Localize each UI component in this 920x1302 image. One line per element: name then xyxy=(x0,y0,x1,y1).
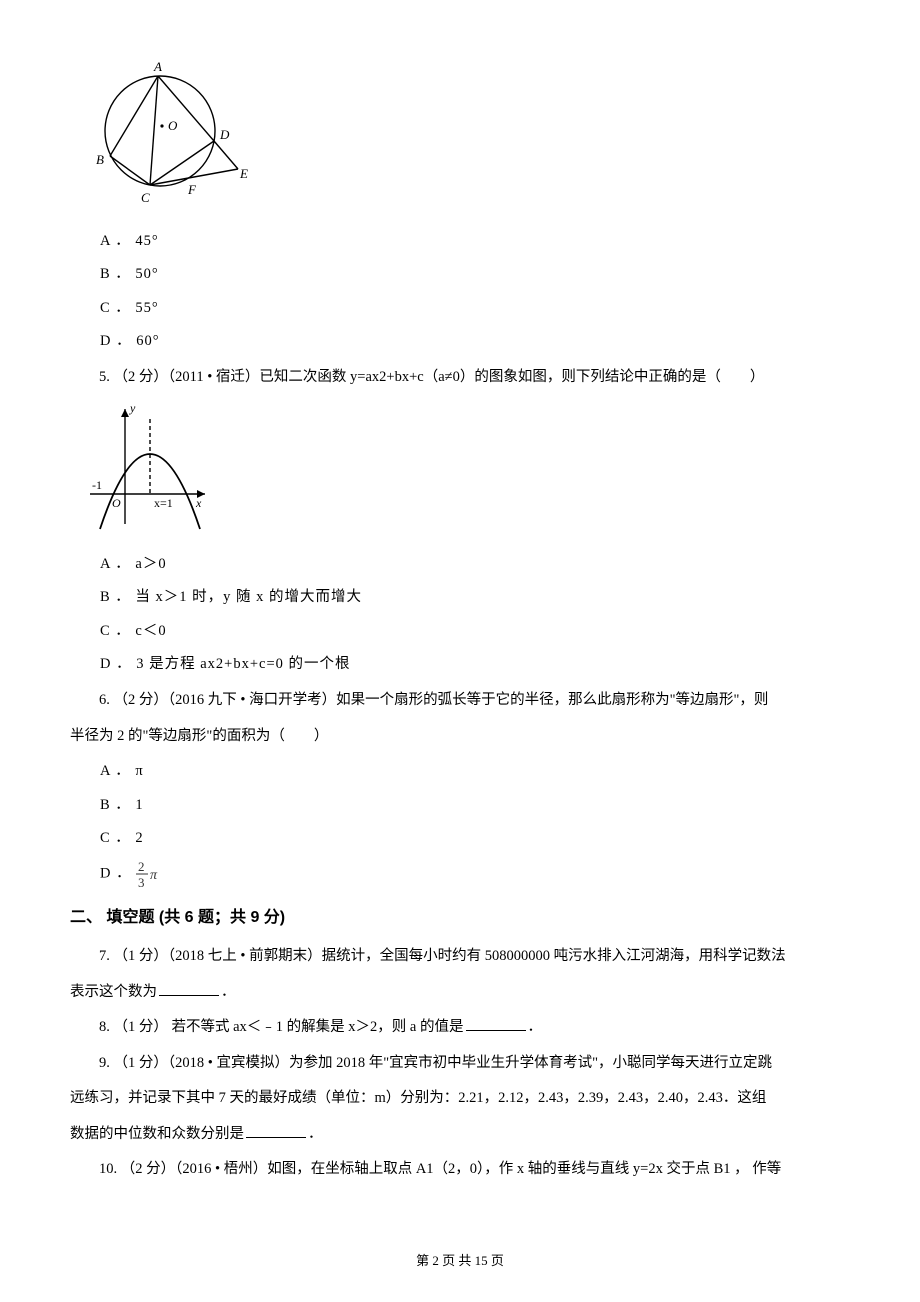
q6-option-D: D ． 2 3 π xyxy=(100,859,850,889)
q5-option-A: A ． a＞0 xyxy=(100,551,850,579)
q5-figure: y x O -1 x=1 xyxy=(80,399,850,545)
label-O: O xyxy=(168,118,178,133)
page-root: { "fig1": { "labels": { "A": "A", "B": "… xyxy=(0,0,920,1302)
q7-line2: 表示这个数为 ． xyxy=(70,979,850,1007)
q6-option-B: B ． 1 xyxy=(100,792,850,820)
section-2-header: 二、 填空题 (共 6 题；共 9 分) xyxy=(70,903,850,933)
frac-suffix: π xyxy=(150,868,158,883)
q9-post: ． xyxy=(308,1126,323,1142)
q10-line1: 10. （2 分）（2016 • 梧州）如图，在坐标轴上取点 A1（2，0），作… xyxy=(70,1156,850,1184)
q6-option-C: C ． 2 xyxy=(100,825,850,853)
q4-option-A: A ． 45° xyxy=(100,228,850,256)
page-footer: 第 2 页 共 15 页 xyxy=(0,1249,920,1274)
label-C: C xyxy=(141,190,150,205)
q6-D-prefix: D ． xyxy=(100,865,136,881)
origin-label: O xyxy=(112,496,121,510)
q9-pre: 数据的中位数和众数分别是 xyxy=(70,1126,244,1142)
label-B: B xyxy=(96,152,104,167)
q8-pre: 8. （1 分） 若不等式 ax＜﹣1 的解集是 x＞2，则 a 的值是 xyxy=(99,1019,464,1035)
q4-option-B: B ． 50° xyxy=(100,261,850,289)
q8-line: 8. （1 分） 若不等式 ax＜﹣1 的解集是 x＞2，则 a 的值是 ． xyxy=(70,1014,850,1042)
q9-line1: 9. （1 分）（2018 • 宜宾模拟）为参加 2018 年"宜宾市初中毕业生… xyxy=(70,1050,850,1078)
q4-option-D: D ． 60° xyxy=(100,328,850,356)
q4-figure: A B C D E F O xyxy=(80,56,850,222)
xlabel: x xyxy=(195,496,202,510)
label-D: D xyxy=(219,127,230,142)
parabola-svg: y x O -1 x=1 xyxy=(80,399,220,534)
q9-line2: 远练习，并记录下其中 7 天的最好成绩（单位：m）分别为：2.21，2.12，2… xyxy=(70,1085,850,1113)
label-F: F xyxy=(187,182,197,197)
frac-den: 3 xyxy=(138,875,146,889)
circle-diagram-svg: A B C D E F O xyxy=(80,56,255,211)
q7-blank xyxy=(159,980,219,996)
q9-blank xyxy=(246,1122,306,1138)
x1-label: x=1 xyxy=(154,496,173,510)
q6-option-A: A ． π xyxy=(100,758,850,786)
q5-text: 5. （2 分）（2011 • 宿迁）已知二次函数 y=ax2+bx+c（a≠0… xyxy=(70,364,850,392)
frac-num: 2 xyxy=(138,859,146,874)
q7-post: ． xyxy=(221,984,236,1000)
neg1-label: -1 xyxy=(92,478,102,492)
fraction-icon: 2 3 π xyxy=(136,859,164,889)
q8-post: ． xyxy=(528,1019,543,1035)
q8-blank xyxy=(466,1016,526,1032)
label-A: A xyxy=(153,59,162,74)
q5-option-D: D ． 3 是方程 ax2+bx+c=0 的一个根 xyxy=(100,651,850,679)
label-E: E xyxy=(239,166,248,181)
q4-option-C: C ． 55° xyxy=(100,295,850,323)
q5-option-C: C ． c＜0 xyxy=(100,618,850,646)
q6-line2: 半径为 2 的"等边扇形"的面积为（ ） xyxy=(70,723,850,751)
q7-line1: 7. （1 分）（2018 七上 • 前郭期末）据统计，全国每小时约有 5080… xyxy=(70,943,850,971)
q7-pre: 表示这个数为 xyxy=(70,984,157,1000)
ylabel: y xyxy=(129,401,136,415)
q5-option-B: B ． 当 x＞1 时，y 随 x 的增大而增大 xyxy=(100,584,850,612)
q9-line3: 数据的中位数和众数分别是 ． xyxy=(70,1121,850,1149)
q6-line1: 6. （2 分）（2016 九下 • 海口开学考）如果一个扇形的弧长等于它的半径… xyxy=(70,687,850,715)
